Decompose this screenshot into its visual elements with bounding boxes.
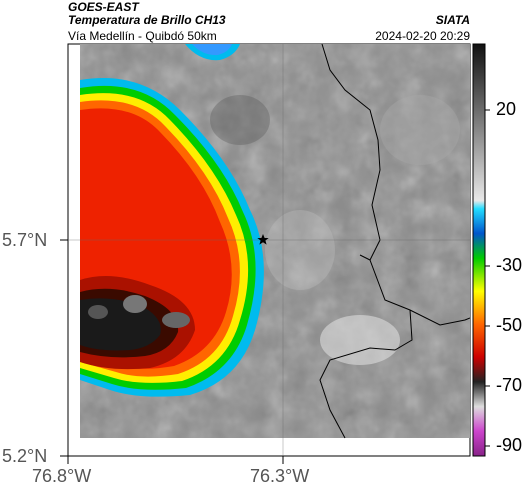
subtitle-route: Vía Medellín - Quibdó 50km [68, 29, 217, 43]
colorbar-label: -50 [496, 315, 523, 335]
colorbar-label: 20 [496, 99, 517, 119]
y-tick-label: 5.2°N [2, 446, 48, 466]
colorbar-ticks [485, 109, 490, 447]
title-product: Temperatura de Brillo CH13 [68, 13, 226, 27]
location-star-icon [257, 234, 269, 245]
title-satellite: GOES-EAST [68, 0, 139, 14]
colorbar-label: -30 [496, 255, 523, 275]
storm-cell [80, 44, 264, 397]
colorbar-label: -90 [496, 435, 523, 455]
graticule [68, 44, 470, 456]
x-tick-label: 76.3°W [250, 466, 310, 486]
y-tick-label: 5.7°N [2, 230, 48, 250]
source-label: SIATA [435, 13, 470, 27]
axis-ticks [60, 239, 284, 464]
colorbar-label: -70 [496, 375, 523, 395]
admin-boundaries [319, 44, 470, 439]
x-tick-label: 76.8°W [32, 466, 92, 486]
datetime-label: 2024-02-20 20:29 [375, 29, 470, 43]
colorbar [472, 43, 486, 457]
